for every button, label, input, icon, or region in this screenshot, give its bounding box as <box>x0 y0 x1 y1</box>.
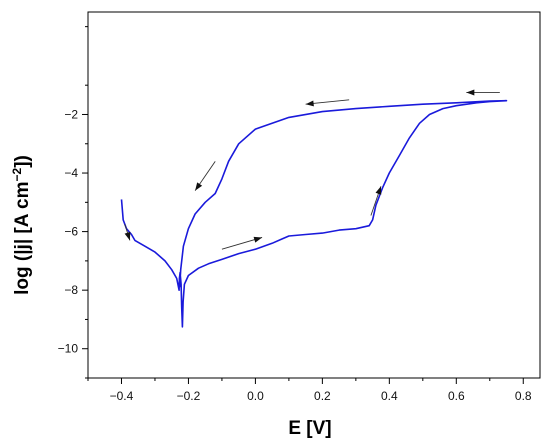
direction-arrow <box>466 89 500 96</box>
x-tick-label: −0.4 <box>110 389 134 403</box>
plot-frame <box>87 11 541 379</box>
x-tick-label: 0.0 <box>247 389 264 403</box>
direction-arrow <box>221 236 263 250</box>
y-axis-title: log (|j| [A cm−2]) <box>10 155 33 295</box>
polarization-curve <box>120 99 508 328</box>
arrow-head <box>305 100 314 107</box>
x-tick-label: 0.2 <box>314 389 331 403</box>
x-axis-title: E [V] <box>288 418 331 439</box>
y-axis-title-superscript: −2 <box>10 167 24 181</box>
x-tick-label: 0.8 <box>515 389 532 403</box>
y-axis-ticks: −10 −8 −6 −4 −2 <box>58 26 88 379</box>
arrow-head <box>375 186 382 195</box>
direction-arrow <box>370 186 382 216</box>
plot-area-border <box>87 11 541 379</box>
direction-arrow <box>194 161 216 191</box>
x-tick-label: 0.6 <box>448 389 465 403</box>
arrow-head <box>124 231 131 241</box>
arrow-head <box>253 236 263 243</box>
direction-arrow <box>124 224 131 241</box>
y-tick-label: −10 <box>58 342 79 356</box>
y-tick-label: −6 <box>64 225 78 239</box>
arrow-layer <box>124 89 500 250</box>
x-tick-label: 0.4 <box>381 389 398 403</box>
series-layer <box>120 99 508 328</box>
direction-arrow <box>305 99 350 107</box>
y-axis-title-end: ]) <box>12 155 33 168</box>
x-tick-label: −0.2 <box>177 389 201 403</box>
y-axis-title-main: log (|j| [A cm <box>12 181 33 294</box>
x-axis-ticks: −0.4 −0.2 0.0 0.2 0.4 0.6 0.8 <box>87 378 532 403</box>
y-tick-label: −4 <box>64 166 78 180</box>
y-tick-label: −2 <box>64 107 78 121</box>
arrow-head <box>195 182 203 191</box>
arrow-head <box>466 89 475 96</box>
y-tick-label: −8 <box>64 283 78 297</box>
